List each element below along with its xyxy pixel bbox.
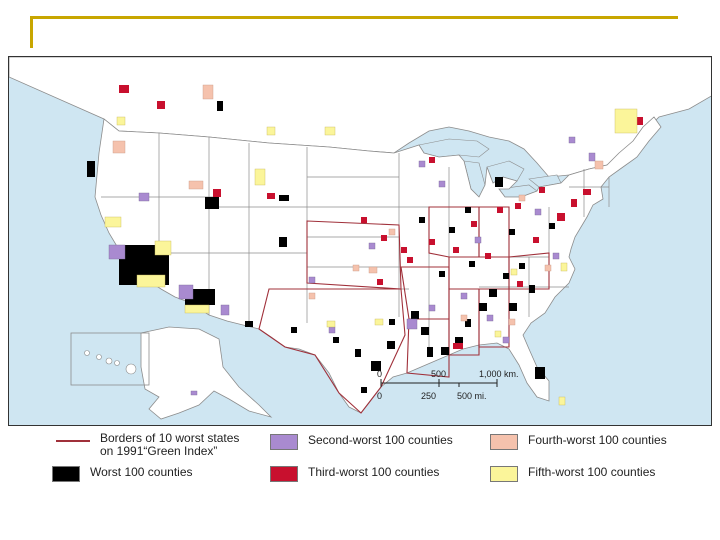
legend-label-second: Second-worst 100 counties <box>308 433 453 447</box>
fifth-worst-counties <box>104 108 638 406</box>
hawaii-inset <box>70 332 150 386</box>
scale-km-0: 0 <box>377 369 382 379</box>
map-svg: 0 500 1,000 km. 0 250 500 mi. <box>9 57 711 420</box>
scale-km-1000: 1,000 km. <box>479 369 519 379</box>
legend-item-worst: Worst 100 counties <box>52 466 193 482</box>
third-worst-counties <box>119 85 643 349</box>
legend-item-fifth: Fifth-worst 100 counties <box>490 466 655 482</box>
legend-item-fourth: Fourth-worst 100 counties <box>490 434 667 450</box>
scale-mi-250: 250 <box>421 391 436 401</box>
fourth-worst-counties <box>112 84 604 326</box>
legend-item-third: Third-worst 100 counties <box>270 466 439 482</box>
legend-label-third: Third-worst 100 counties <box>308 465 440 479</box>
legend-swatch-fifth <box>490 466 518 482</box>
title-rule <box>30 16 678 19</box>
legend-item-borders: Borders of 10 worst states on 1991“Green… <box>56 432 239 458</box>
scale-mi-500: 500 mi. <box>457 391 487 401</box>
legend-swatch-worst <box>52 466 80 482</box>
legend-item-second: Second-worst 100 counties <box>270 434 453 450</box>
legend-label-worst: Worst 100 counties <box>90 465 193 479</box>
legend-label-borders: Borders of 10 worst states on 1991“Green… <box>100 431 240 458</box>
map-legend: Borders of 10 worst states on 1991“Green… <box>0 426 720 496</box>
legend-swatch-third <box>270 466 298 482</box>
legend-line-swatch <box>56 440 90 442</box>
scale-bar: 0 500 1,000 km. 0 250 500 mi. <box>377 369 519 401</box>
hawaii-islands <box>84 350 137 375</box>
legend-label-fifth: Fifth-worst 100 counties <box>528 465 656 479</box>
legend-swatch-fourth <box>490 434 518 450</box>
legend-swatch-second <box>270 434 298 450</box>
us-county-map: 0 500 1,000 km. 0 250 500 mi. <box>8 56 712 426</box>
scale-mi-0: 0 <box>377 391 382 401</box>
legend-label-fourth: Fourth-worst 100 counties <box>528 433 667 447</box>
scale-km-500: 500 <box>431 369 446 379</box>
title-rule-accent <box>30 16 33 48</box>
alaska-land <box>140 326 273 420</box>
